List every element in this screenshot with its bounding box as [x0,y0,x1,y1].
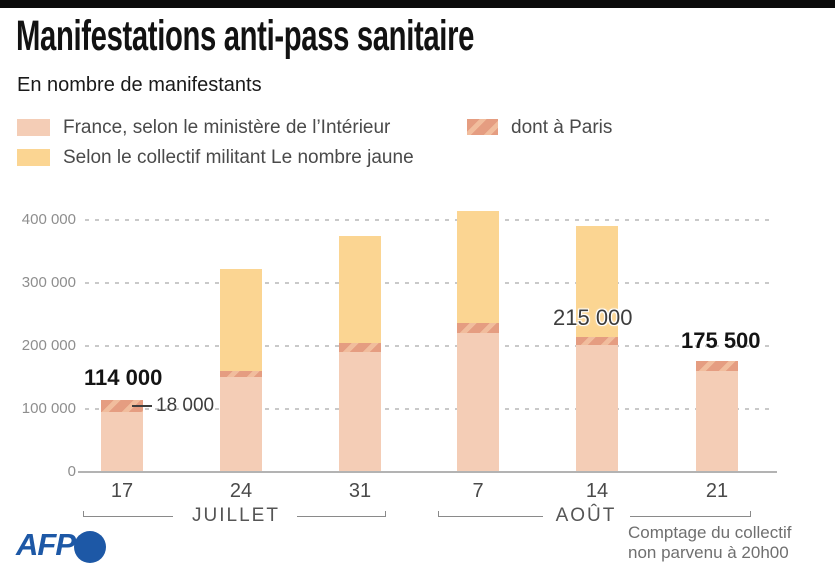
gridline-400000 [85,219,773,221]
legend-label-paris: dont à Paris [511,117,613,138]
bar-21 [696,361,738,472]
segment-france [696,370,738,472]
legend-label-jaune: Selon le collectif militant Le nombre ja… [63,147,414,168]
y-tick-label-300000: 300 000 [21,274,76,291]
source-note: Comptage du collectif non parvenu à 20h0… [628,523,791,563]
source-note-line1: Comptage du collectif [628,523,792,542]
gridline-200000 [85,345,773,347]
page-title: Manifestations anti-pass sanitaire [16,12,475,60]
y-tick-label-100000: 100 000 [21,400,76,417]
month-bracket-tick [83,511,84,517]
bar-17 [101,400,143,472]
x-tick-label-7: 7 [472,480,484,502]
legend-swatch-paris [467,119,498,135]
month-bracket-tick [750,511,751,517]
x-tick-label-31: 31 [348,480,372,502]
annotation-value-2: 215 000 [553,305,633,330]
segment-paris [576,336,618,346]
month-bracket-line [630,516,750,517]
segment-jaune [457,210,499,323]
segment-jaune [220,269,262,371]
y-tick-label-200000: 200 000 [21,337,76,354]
month-bracket-tick [385,511,386,517]
month-bracket-line [297,516,385,517]
source-note-line2: non parvenu à 20h00 [628,543,789,562]
legend-swatch-france [17,119,50,136]
segment-france [457,333,499,472]
segment-paris [101,400,143,412]
month-bracket-line [83,516,173,517]
afp-logo-text: AFP [16,527,76,562]
bar-31 [339,235,381,472]
afp-logo-circle [74,531,106,563]
y-tick-label-400000: 400 000 [21,211,76,228]
bar-14 [576,226,618,472]
annotation-value-0: 114 000 [84,365,163,390]
x-tick-label-24: 24 [229,480,253,502]
month-bracket-line [438,516,543,517]
segment-france [220,377,262,472]
annotation-connector [132,405,152,407]
x-tick-label-21: 21 [705,480,729,502]
bar-7 [457,210,499,472]
gridline-300000 [85,282,773,284]
legend-swatch-jaune [17,149,50,166]
bar-24 [220,269,262,472]
segment-france [339,352,381,472]
gridline-100000 [85,408,773,410]
page-subtitle: En nombre de manifestants [17,74,262,96]
annotation-value-1: 18 000 [156,395,215,416]
segment-france [101,411,143,472]
month-label-juillet: JUILLET [192,505,280,526]
segment-paris [339,343,381,353]
y-tick-label-0: 0 [67,463,76,480]
month-label-aot: AOÛT [555,505,617,526]
segment-paris [696,361,738,371]
x-tick-label-17: 17 [110,480,134,502]
segment-jaune [576,226,618,337]
x-axis-line [78,471,777,473]
segment-france [576,345,618,472]
legend-label-france: France, selon le ministère de l’Intérieu… [63,117,391,138]
segment-paris [457,322,499,334]
x-tick-label-14: 14 [585,480,609,502]
segment-paris [220,370,262,378]
annotation-value-3: 175 500 [681,328,761,353]
segment-jaune [339,235,381,344]
top-black-bar [0,0,835,8]
month-bracket-tick [438,511,439,517]
